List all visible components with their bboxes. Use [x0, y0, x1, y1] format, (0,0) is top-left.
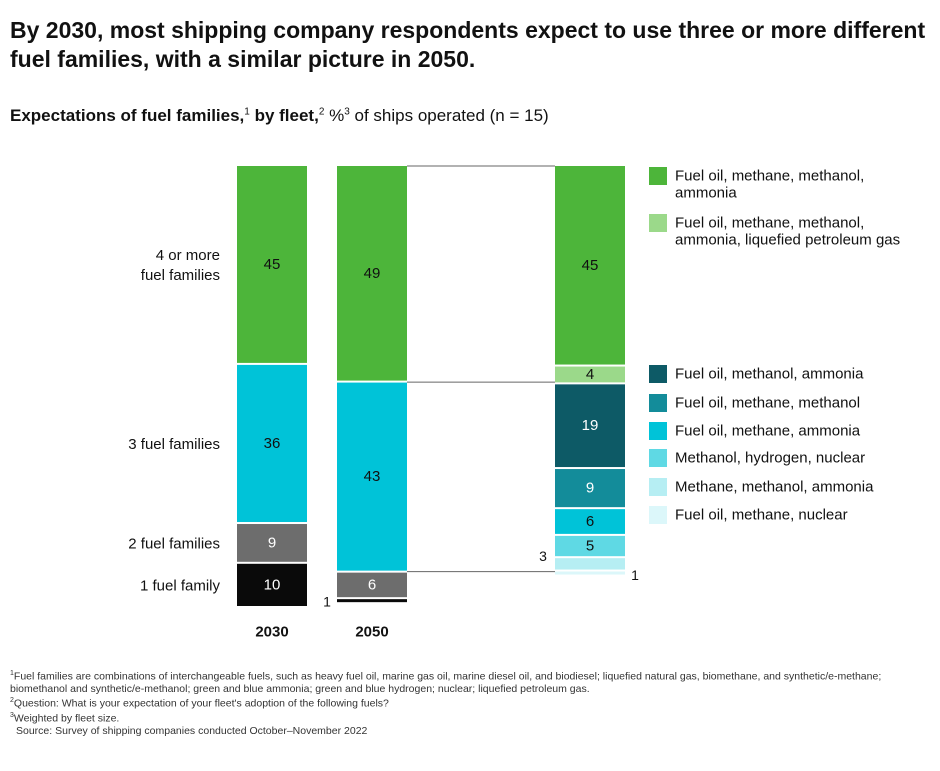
breakdown-value-label: 45 [582, 257, 599, 274]
subtitle-bold: Expectations of fuel families, [10, 106, 245, 125]
legend-swatch [649, 394, 667, 412]
breakdown-segment [555, 571, 625, 575]
bar-2050-3-fuel-families [337, 382, 407, 571]
bar-value-label: 43 [364, 468, 381, 485]
breakdown-value-label: 4 [586, 366, 594, 383]
subtitle-pct: % [324, 106, 345, 125]
subtitle-sup-1: 1 [244, 106, 250, 118]
row-label: 4 or more [156, 247, 220, 264]
breakdown-segment [555, 469, 625, 508]
bar-2030-4-or-more-fuel-families [237, 166, 307, 363]
legend-label: Methanol, hydrogen, nuclear [675, 450, 865, 467]
legend-swatch [649, 167, 667, 185]
legend-label: Fuel oil, methane, methanol [675, 395, 860, 412]
bar-value-label: 1 [323, 594, 331, 610]
breakdown-value-label: 3 [539, 548, 547, 564]
breakdown-value-label: 9 [586, 480, 594, 497]
legend-label: Methane, methanol, ammonia [675, 479, 874, 496]
legend-swatch [649, 365, 667, 383]
footnote-2: 2Question: What is your expectation of y… [10, 697, 389, 710]
breakdown-value-label: 1 [631, 567, 639, 583]
x-tick-label: 2030 [255, 624, 288, 641]
footnote-source: Source: Survey of shipping companies con… [16, 724, 368, 737]
legend-swatch [649, 449, 667, 467]
breakdown-value-label: 19 [582, 417, 599, 434]
subtitle-rest: of ships operated (n = 15) [349, 106, 549, 125]
footnote-3: 3Weighted by fleet size. [10, 711, 120, 725]
legend-swatch [649, 214, 667, 232]
chart-subtitle: Expectations of fuel families,1 by fleet… [10, 106, 549, 126]
row-label: 3 fuel families [128, 436, 220, 453]
footnote-1: 1Fuel families are combinations of inter… [10, 670, 882, 695]
breakdown-segment [555, 509, 625, 534]
legend-swatch [649, 506, 667, 524]
legend-label: ammonia [675, 185, 737, 202]
legend-label: Fuel oil, methanol, ammonia [675, 366, 864, 383]
bar-2050-4-or-more-fuel-families [337, 166, 407, 381]
legend-label: Fuel oil, methane, nuclear [675, 507, 848, 524]
breakdown-segment [555, 558, 625, 570]
breakdown-value-label: 5 [586, 538, 594, 555]
footnotes: 1Fuel families are combinations of inter… [10, 668, 910, 737]
bar-2030-2-fuel-families [237, 524, 307, 562]
headline: By 2030, most shipping company responden… [10, 17, 926, 72]
bar-value-label: 36 [264, 435, 281, 452]
legend-label: Fuel oil, methane, methanol, [675, 168, 864, 185]
bar-2030-1-fuel-family [237, 563, 307, 606]
bar-value-label: 6 [368, 576, 376, 593]
row-label: 2 fuel families [128, 535, 220, 552]
row-label: 1 fuel family [140, 577, 221, 594]
legend-label: Fuel oil, methane, ammonia [675, 423, 861, 440]
bar-value-label: 45 [264, 256, 281, 273]
legend-label: Fuel oil, methane, methanol, [675, 215, 864, 232]
legend-swatch [649, 478, 667, 496]
breakdown-value-label: 6 [586, 513, 594, 530]
breakdown-segment [555, 384, 625, 468]
legend-swatch [649, 422, 667, 440]
bar-value-label: 10 [264, 576, 281, 593]
legend-label: ammonia, liquefied petroleum gas [675, 232, 900, 249]
bar-2050-2-fuel-families [337, 572, 407, 598]
breakdown-segment [555, 535, 625, 557]
x-tick-label: 2050 [355, 624, 388, 641]
breakdown-segment [555, 166, 625, 365]
breakdown-segment [555, 366, 625, 383]
bar-value-label: 49 [364, 265, 381, 282]
subtitle-bold-2: by fleet, [249, 106, 319, 125]
row-label: fuel families [141, 267, 220, 284]
bar-2030-3-fuel-families [237, 364, 307, 523]
subtitle-sup-2: 2 [318, 106, 325, 118]
bar-2050-1-fuel-family [337, 599, 407, 603]
bar-value-label: 9 [268, 534, 276, 551]
subtitle-sup-3: 3 [344, 106, 350, 118]
